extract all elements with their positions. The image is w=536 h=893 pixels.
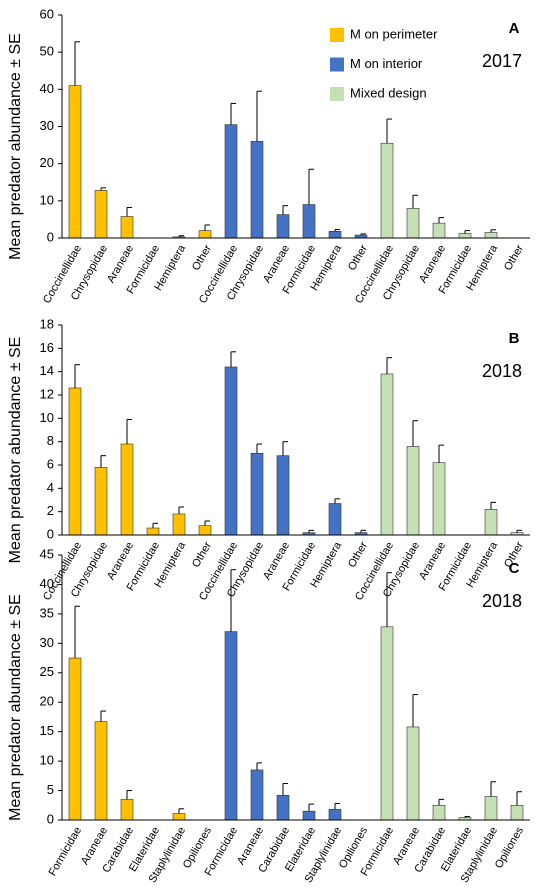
bar [276,794,290,821]
y-tick-label: 14 [40,363,54,378]
annotation: 2018 [482,591,522,611]
y-tick-label: 10 [40,753,54,768]
y-tick-label: 0 [47,811,54,826]
bar [120,216,134,239]
y-tick-label: 6 [47,456,54,471]
bar [120,443,134,536]
bar [198,230,212,239]
bar [276,214,290,239]
bar [328,809,342,821]
bar [432,804,446,821]
bar [406,726,420,821]
y-axis-label: Mean predator abundance ± SE [7,337,24,564]
bar [380,142,394,239]
bar [458,233,472,239]
bar [380,626,394,821]
y-tick-label: 2 [47,503,54,518]
bar [250,453,264,536]
panel-label: C [509,560,520,577]
x-tick-label: Other [346,243,370,273]
y-tick-label: 20 [40,694,54,709]
panel-label: B [509,330,520,347]
y-tick-label: 20 [40,155,54,170]
bar [432,222,446,239]
y-tick-label: 16 [40,340,54,355]
y-tick-label: 5 [47,782,54,797]
bar [224,366,238,536]
y-tick-label: 50 [40,44,54,59]
bar [250,141,264,239]
bar [380,373,394,536]
y-tick-label: 60 [40,6,54,21]
bar [250,769,264,821]
bar [484,509,498,536]
x-tick-label: Other [190,243,214,273]
bar [224,124,238,239]
y-tick-label: 0 [47,526,54,541]
legend-swatch [330,28,344,42]
y-tick-label: 15 [40,723,54,738]
bar [120,799,134,821]
bar [406,446,420,536]
bar [172,513,186,536]
y-tick-label: 4 [47,480,54,495]
x-tick-label: Other [346,540,370,570]
y-tick-label: 40 [40,81,54,96]
bar [432,462,446,536]
y-tick-label: 25 [40,664,54,679]
bar [224,631,238,821]
bar [146,527,160,536]
legend-label: M on interior [350,56,423,71]
bar [68,657,82,821]
y-tick-label: 18 [40,316,54,331]
bar [328,231,342,239]
bar [68,387,82,536]
y-tick-label: 8 [47,433,54,448]
annotation: 2017 [482,51,522,71]
legend-label: Mixed design [350,85,427,100]
bar [172,813,186,821]
bar [328,503,342,536]
legend-swatch [330,57,344,72]
y-tick-label: 0 [47,229,54,244]
x-tick-label: Other [190,540,214,570]
y-axis-label: Mean predator abundance ± SE [7,594,24,821]
bar [484,232,498,239]
legend-label: M on perimeter [350,26,438,41]
bar [94,190,108,239]
bar [302,204,316,239]
bar [94,467,108,536]
bar [406,207,420,239]
x-tick-label: Other [502,243,526,273]
bar [276,455,290,536]
y-tick-label: 10 [40,410,54,425]
panel-label: A [509,20,520,37]
y-tick-label: 40 [40,576,54,591]
y-tick-label: 30 [40,118,54,133]
y-tick-label: 35 [40,605,54,620]
bar [302,810,316,821]
x-tick-label: Formicidae [47,825,85,878]
y-axis-label: Mean predator abundance ± SE [7,33,24,260]
bar [68,85,82,239]
bar [484,796,498,821]
bar [510,804,524,821]
y-tick-label: 12 [40,386,54,401]
legend-swatch [330,87,344,101]
bar [198,525,212,536]
annotation: 2018 [482,361,522,381]
y-tick-label: 30 [40,635,54,650]
bar [94,721,108,821]
y-tick-label: 10 [40,192,54,207]
y-tick-label: 45 [40,546,54,561]
